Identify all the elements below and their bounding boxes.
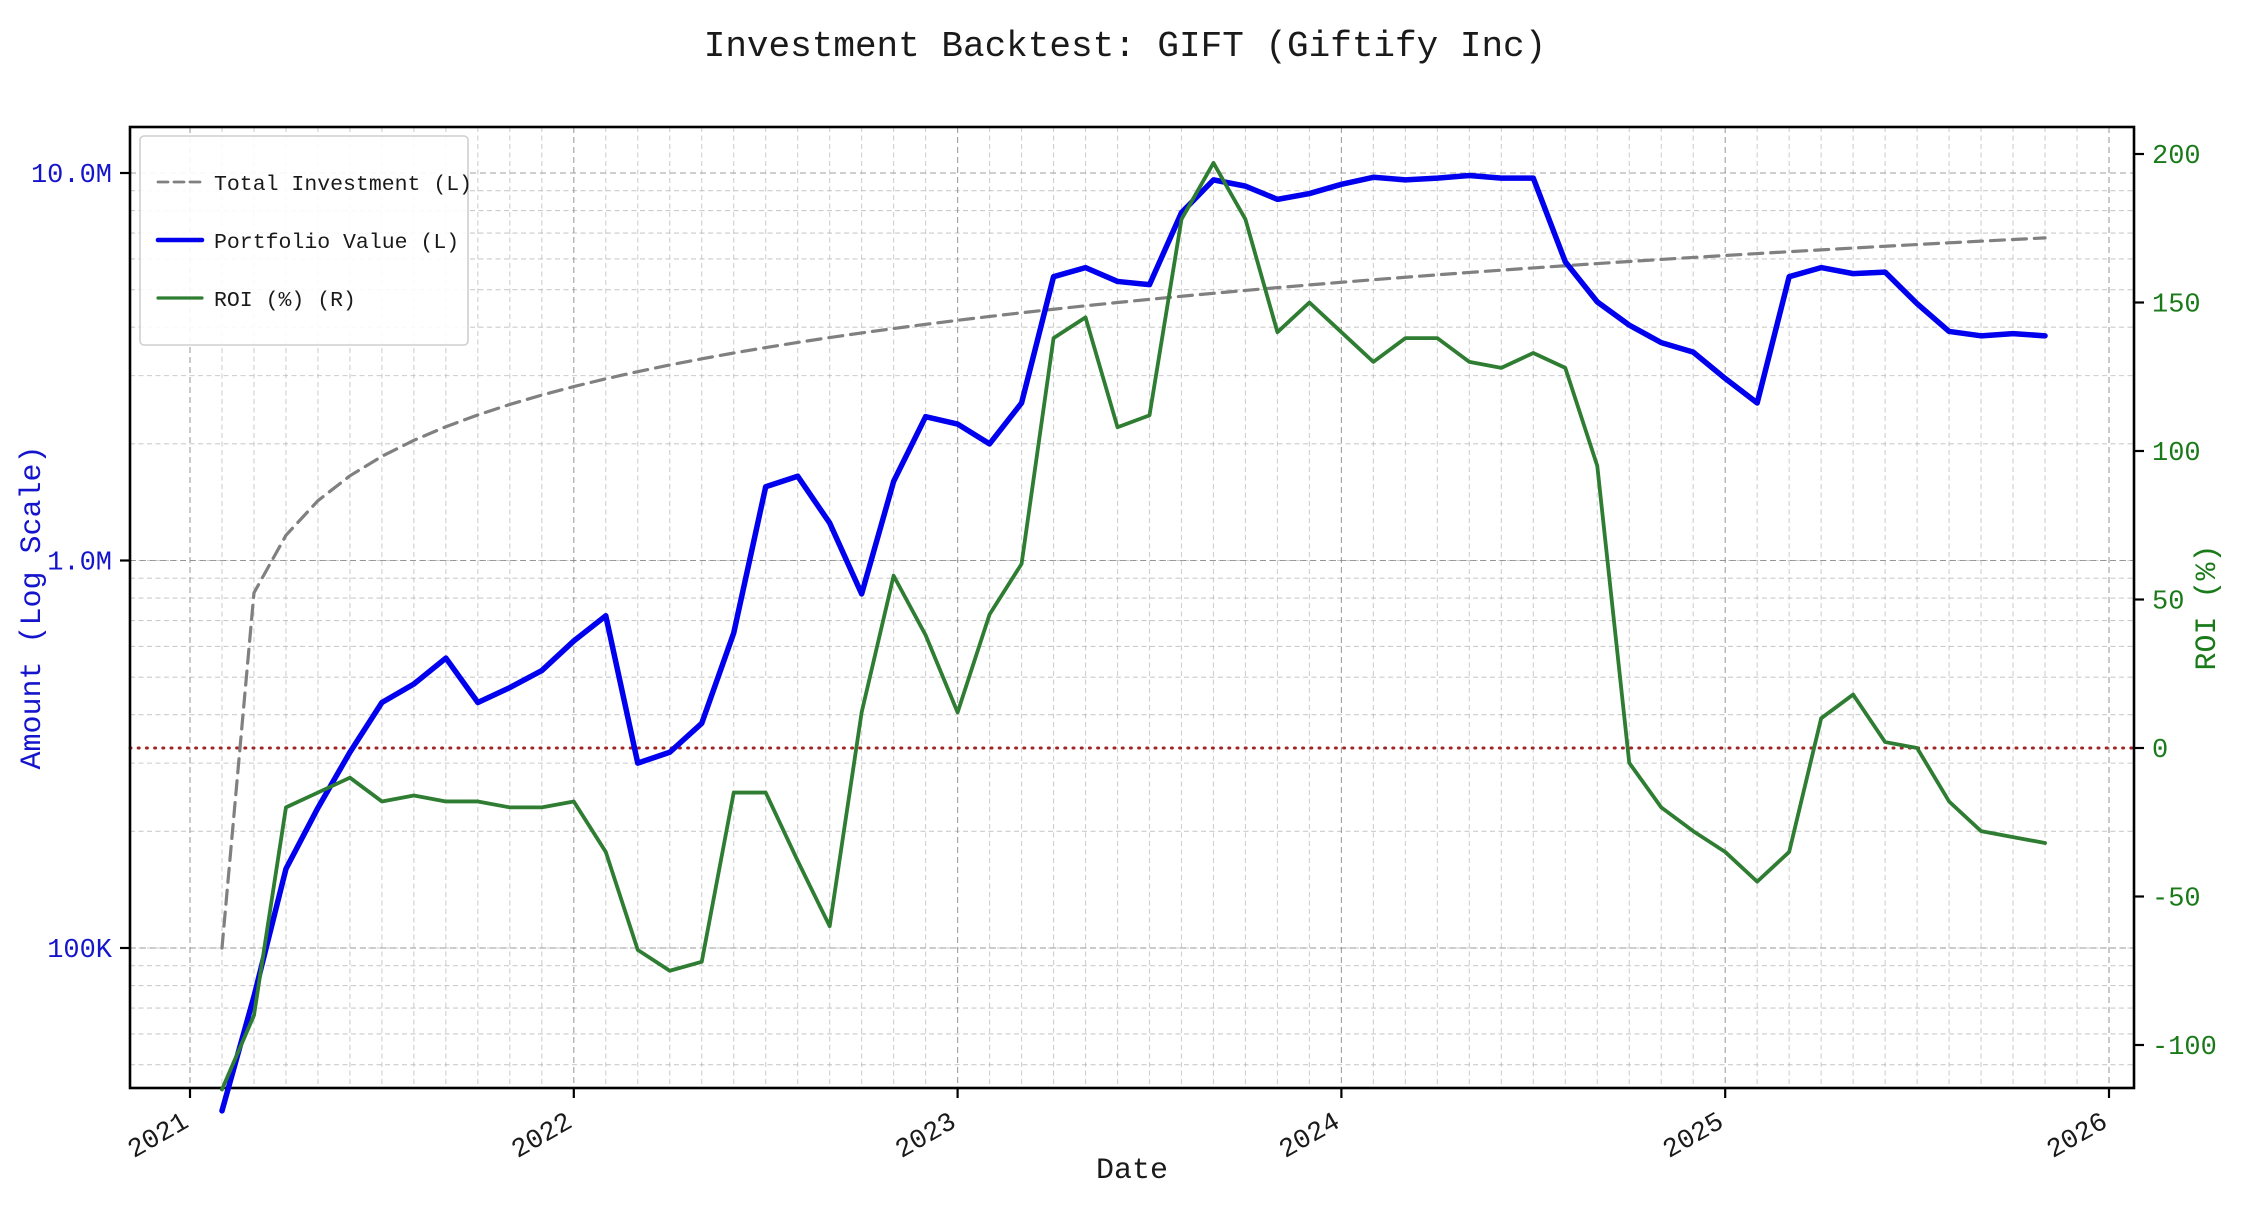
svg-text:ROI (%): ROI (%) bbox=[2191, 544, 2225, 670]
svg-text:-50: -50 bbox=[2152, 885, 2201, 915]
svg-text:10.0M: 10.0M bbox=[31, 161, 112, 191]
svg-text:-100: -100 bbox=[2152, 1033, 2217, 1063]
svg-text:200: 200 bbox=[2152, 142, 2201, 172]
svg-text:Investment Backtest: GIFT (Gif: Investment Backtest: GIFT (Giftify Inc) bbox=[704, 26, 1547, 67]
svg-text:50: 50 bbox=[2152, 588, 2184, 618]
svg-text:Total Investment (L): Total Investment (L) bbox=[214, 173, 472, 197]
svg-text:0: 0 bbox=[2152, 736, 2168, 766]
svg-text:1.0M: 1.0M bbox=[47, 549, 112, 579]
svg-text:100: 100 bbox=[2152, 439, 2201, 469]
svg-text:Date: Date bbox=[1096, 1154, 1168, 1188]
svg-text:Portfolio Value (L): Portfolio Value (L) bbox=[214, 231, 459, 255]
svg-text:ROI (%) (R): ROI (%) (R) bbox=[214, 289, 356, 313]
svg-text:100K: 100K bbox=[47, 936, 113, 966]
svg-text:150: 150 bbox=[2152, 291, 2201, 321]
svg-text:Amount (Log Scale): Amount (Log Scale) bbox=[16, 445, 50, 769]
